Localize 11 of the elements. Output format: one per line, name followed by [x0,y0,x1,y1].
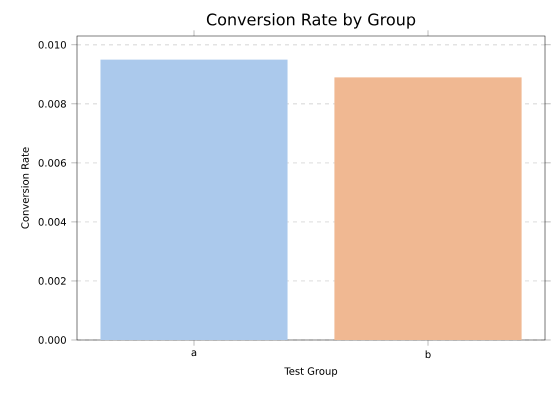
x-tick-label: b [426,350,431,358]
y-tick-label: 0.000 [38,336,66,344]
x-tick-label: a [192,350,196,356]
y-tick-label: 0.006 [38,159,66,167]
y-tick-label: 0.010 [38,41,66,49]
y-tick-label: 0.008 [38,100,66,108]
y-axis-title: Conversion Rate [21,147,29,229]
y-tick-label: 0.002 [38,277,66,285]
y-tick-label: 0.004 [38,218,66,226]
x-axis-title: Test Group [284,367,338,377]
chart-title: Conversion Rate by Group [206,13,416,29]
